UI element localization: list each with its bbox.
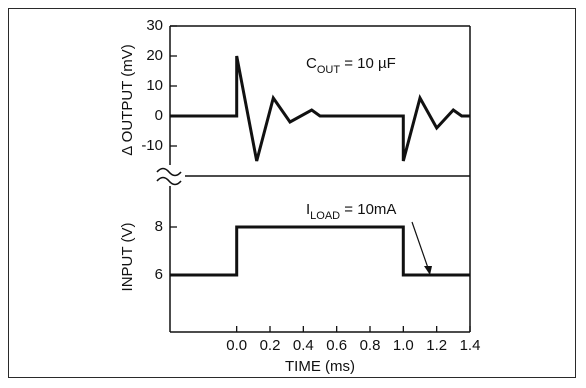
x-tick-label: 0.6 (326, 337, 347, 354)
iload-annotation: ILOAD = 10mA (306, 201, 396, 222)
axis-break-squiggle-bottom (156, 176, 182, 186)
cout-annotation-main: C (306, 55, 317, 72)
x-tick-label: 1.2 (426, 337, 447, 354)
output-trace (170, 55, 470, 162)
traces (170, 55, 470, 277)
cout-annotation-sub: OUT (317, 64, 341, 76)
lower-y-tick-label: 8 (155, 218, 163, 235)
iload-annotation-main: I (306, 201, 310, 218)
x-tick-label: 0.0 (226, 337, 247, 354)
x-tick-label: 0.2 (260, 337, 281, 354)
upper-y-tick-label: 20 (146, 47, 163, 64)
x-tick-label: 0.4 (293, 337, 314, 354)
x-tick-label: 1.4 (460, 337, 481, 354)
upper-y-tick-label: -10 (141, 137, 163, 154)
iload-annotation-rest: = 10mA (340, 201, 396, 218)
input-trace (170, 225, 470, 277)
x-tick-label: 1.0 (393, 337, 414, 354)
chart-frame (8, 8, 576, 378)
upper-y-tick-label: 30 (146, 17, 163, 34)
upper-y-tick-label: 0 (155, 107, 163, 124)
x-tick-label: 0.8 (360, 337, 381, 354)
lower-y-ticks: 86 (155, 218, 177, 283)
lower-y-axis-title: INPUT (V) (119, 223, 136, 292)
axis-break-squiggle-top (156, 167, 182, 177)
x-axis-title: TIME (ms) (285, 358, 355, 375)
upper-y-ticks: 30 20 10 0 -10 (141, 17, 177, 154)
x-ticks: 0.0 0.2 0.4 0.6 0.8 1.0 1.2 1.4 (226, 326, 480, 354)
iload-arrow-head (424, 266, 432, 275)
upper-y-axis-title: Δ OUTPUT (mV) (119, 44, 136, 155)
lower-y-tick-label: 6 (155, 266, 163, 283)
upper-y-tick-label: 10 (146, 77, 163, 94)
cout-annotation-rest: = 10 µF (340, 55, 396, 72)
iload-annotation-sub: LOAD (310, 210, 340, 222)
iload-arrow-line (411, 221, 429, 269)
cout-annotation: COUT = 10 µF (306, 55, 396, 76)
